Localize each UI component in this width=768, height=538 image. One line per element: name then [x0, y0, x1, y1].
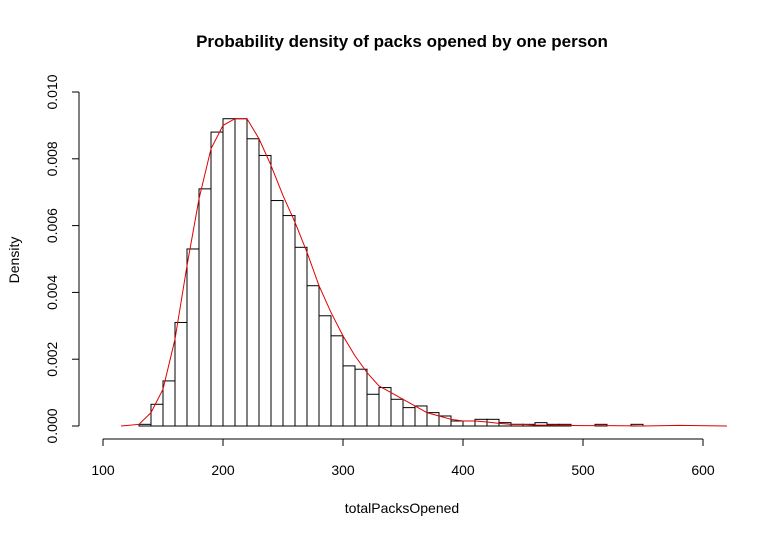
- histogram-bar: [330, 335, 344, 427]
- y-tick-label: 0.008: [44, 141, 60, 176]
- histogram-bar: [294, 246, 308, 427]
- x-tick-label: 500: [571, 462, 595, 478]
- histogram-bar: [258, 154, 272, 427]
- histogram-bar: [318, 315, 332, 427]
- histogram-bar: [210, 131, 224, 427]
- y-tick-label: 0.010: [44, 74, 60, 109]
- histogram-bar: [474, 418, 488, 427]
- histogram-bar: [342, 365, 356, 427]
- histogram-bar: [150, 403, 164, 427]
- y-tick-label: 0.006: [44, 208, 60, 243]
- x-tick-label: 600: [691, 462, 715, 478]
- x-tick-label: 200: [211, 462, 235, 478]
- histogram-bar: [222, 118, 236, 427]
- x-axis-label: totalPacksOpened: [345, 500, 459, 516]
- histogram-bar: [198, 188, 212, 427]
- chart-title: Probability density of packs opened by o…: [196, 32, 608, 51]
- y-tick-label: 0.004: [44, 275, 60, 310]
- histogram-bar: [462, 420, 476, 427]
- histogram-bar: [282, 215, 296, 427]
- histogram-bar: [378, 387, 392, 427]
- y-tick-label: 0.002: [44, 341, 60, 376]
- histogram-bar: [366, 393, 380, 427]
- y-axis-label: Density: [6, 237, 22, 284]
- histogram-bar: [306, 285, 320, 427]
- histogram-bar: [234, 118, 248, 427]
- histogram-bar: [174, 321, 188, 427]
- histogram-bar: [186, 248, 200, 427]
- x-tick-label: 100: [91, 462, 115, 478]
- histogram-bar: [354, 368, 368, 427]
- x-tick-label: 300: [331, 462, 355, 478]
- histogram-bars: [138, 118, 644, 427]
- histogram-bar: [270, 200, 284, 427]
- y-axis: 0.000 0.002 0.004 0.006 0.008 0.010: [44, 74, 80, 444]
- histogram-bar: [246, 138, 260, 427]
- histogram-bar: [402, 407, 416, 427]
- histogram-bar: [138, 423, 152, 427]
- density-curve: [120, 118, 728, 427]
- histogram-bar: [162, 380, 176, 427]
- histogram-bar: [390, 398, 404, 427]
- histogram-bar: [450, 420, 464, 427]
- y-tick-label: 0.000: [44, 408, 60, 443]
- x-axis: 100 200 300 400 500 600: [91, 438, 715, 478]
- x-tick-label: 400: [451, 462, 475, 478]
